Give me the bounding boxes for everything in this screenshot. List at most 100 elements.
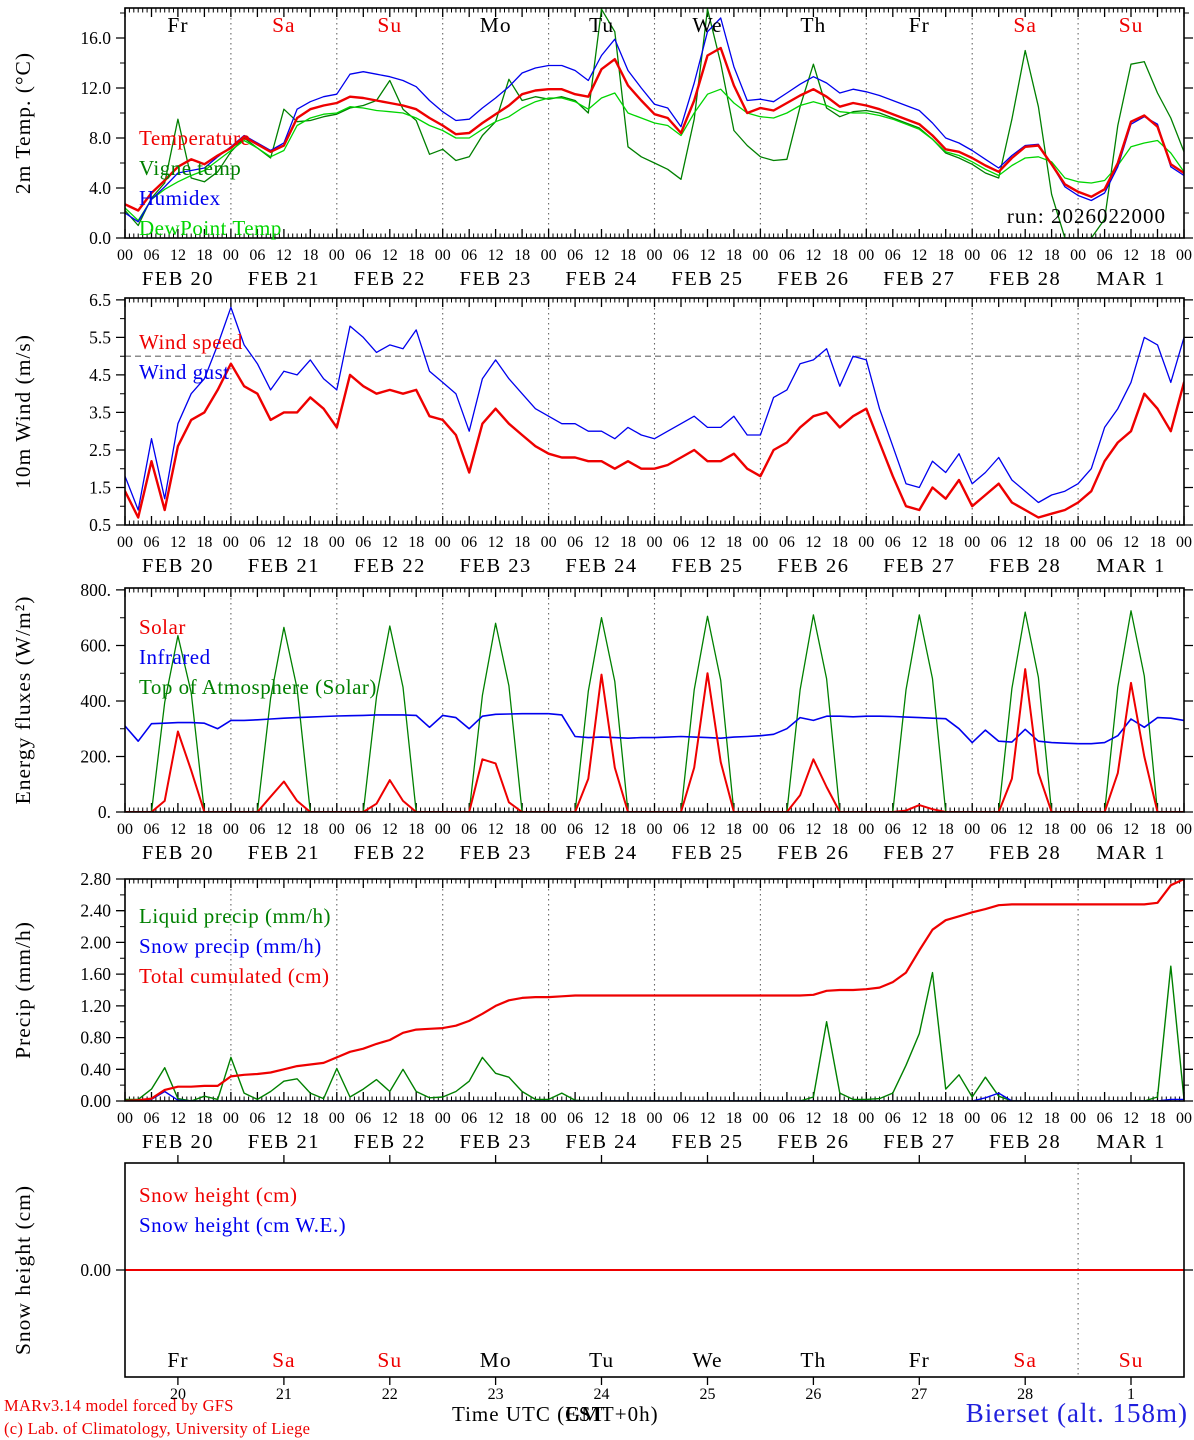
svg-text:12: 12	[805, 821, 821, 838]
svg-text:FEB 22: FEB 22	[354, 268, 426, 290]
svg-text:FEB 25: FEB 25	[671, 268, 743, 290]
svg-text:0.: 0.	[98, 802, 111, 822]
svg-text:Su: Su	[1119, 1348, 1144, 1372]
svg-text:06: 06	[779, 821, 795, 838]
svg-text:Su: Su	[377, 13, 402, 37]
svg-text:FEB 26: FEB 26	[777, 555, 849, 577]
legend-humidex: Humidex	[139, 186, 221, 210]
svg-text:Fr: Fr	[167, 13, 188, 37]
svg-text:0.0: 0.0	[89, 228, 111, 248]
svg-text:00: 00	[117, 247, 133, 264]
svg-text:06: 06	[567, 247, 583, 264]
svg-text:10m Wind (m/s): 10m Wind (m/s)	[11, 334, 35, 489]
svg-text:18: 18	[726, 247, 742, 264]
svg-text:12: 12	[1017, 821, 1033, 838]
svg-text:FEB 20: FEB 20	[142, 842, 214, 864]
legend-vigne-temp: Vigne temp	[139, 156, 242, 180]
svg-text:FEB 20: FEB 20	[142, 555, 214, 577]
svg-text:4.0: 4.0	[89, 178, 111, 198]
svg-text:FEB 27: FEB 27	[883, 1131, 955, 1153]
svg-text:12: 12	[911, 1110, 927, 1127]
svg-text:2.5: 2.5	[89, 440, 111, 460]
svg-text:FEB 25: FEB 25	[671, 842, 743, 864]
svg-text:12: 12	[594, 247, 610, 264]
svg-text:24: 24	[594, 1386, 610, 1403]
svg-text:1: 1	[1127, 1386, 1135, 1403]
svg-text:We: We	[692, 1348, 722, 1372]
svg-text:06: 06	[885, 247, 901, 264]
legend-solar: Solar	[139, 615, 186, 639]
model-credit: MARv3.14 model forced by GFS	[4, 1396, 234, 1415]
svg-text:00: 00	[1070, 821, 1086, 838]
svg-text:12: 12	[1017, 534, 1033, 551]
svg-text:18: 18	[620, 821, 636, 838]
svg-text:FEB 21: FEB 21	[248, 555, 320, 577]
svg-text:16.0: 16.0	[80, 28, 111, 48]
svg-text:06: 06	[355, 534, 371, 551]
svg-text:06: 06	[461, 534, 477, 551]
svg-text:12: 12	[699, 1110, 715, 1127]
svg-text:12: 12	[276, 534, 292, 551]
svg-text:2m Temp. (°C): 2m Temp. (°C)	[11, 52, 35, 194]
svg-text:FEB 23: FEB 23	[460, 1131, 532, 1153]
svg-text:1.5: 1.5	[89, 478, 111, 498]
svg-text:18: 18	[196, 1110, 212, 1127]
svg-text:06: 06	[779, 1110, 795, 1127]
svg-text:FEB 21: FEB 21	[248, 842, 320, 864]
svg-text:0.00: 0.00	[80, 1091, 111, 1111]
svg-text:8.0: 8.0	[89, 128, 111, 148]
legend-snow-height: Snow height (cm)	[139, 1183, 298, 1207]
svg-text:12: 12	[699, 534, 715, 551]
svg-text:0.5: 0.5	[89, 515, 111, 535]
svg-text:00: 00	[964, 534, 980, 551]
svg-text:2.00: 2.00	[80, 932, 111, 952]
svg-text:00: 00	[435, 534, 451, 551]
legend-total-cumulated: Total cumulated (cm)	[139, 964, 330, 988]
svg-text:18: 18	[408, 534, 424, 551]
svg-text:12: 12	[1123, 1110, 1139, 1127]
svg-text:06: 06	[673, 821, 689, 838]
svg-text:00: 00	[858, 247, 874, 264]
svg-text:FEB 21: FEB 21	[248, 1131, 320, 1153]
svg-text:06: 06	[991, 247, 1007, 264]
svg-text:00: 00	[964, 1110, 980, 1127]
svg-text:06: 06	[673, 1110, 689, 1127]
svg-text:3.5: 3.5	[89, 402, 111, 422]
svg-text:06: 06	[249, 534, 265, 551]
svg-text:2.40: 2.40	[80, 901, 111, 921]
svg-text:23: 23	[488, 1386, 504, 1403]
svg-text:00: 00	[329, 1110, 345, 1127]
svg-text:12: 12	[382, 534, 398, 551]
svg-text:28: 28	[1017, 1386, 1033, 1403]
svg-text:00: 00	[541, 1110, 557, 1127]
svg-text:06: 06	[991, 534, 1007, 551]
svg-text:FEB 23: FEB 23	[460, 268, 532, 290]
svg-text:Su: Su	[377, 1348, 402, 1372]
svg-text:18: 18	[302, 247, 318, 264]
svg-text:06: 06	[885, 1110, 901, 1127]
svg-text:FEB 24: FEB 24	[565, 268, 637, 290]
svg-text:1.60: 1.60	[80, 964, 111, 984]
svg-text:FEB 22: FEB 22	[354, 842, 426, 864]
svg-text:06: 06	[567, 1110, 583, 1127]
svg-text:12: 12	[1123, 821, 1139, 838]
svg-text:FEB 28: FEB 28	[989, 1131, 1061, 1153]
panel-precip: 0.00 0.40 0.80 1.20 1.60 2.00 2.40 2.80 00 06 12 18…	[11, 869, 1193, 1153]
svg-text:FEB 26: FEB 26	[777, 842, 849, 864]
svg-text:18: 18	[1150, 534, 1166, 551]
legend-snow-precip: Snow precip (mm/h)	[139, 934, 322, 958]
svg-text:12: 12	[805, 247, 821, 264]
svg-text:Mo: Mo	[480, 1348, 512, 1372]
svg-text:200.: 200.	[80, 747, 111, 767]
svg-text:21: 21	[276, 1386, 292, 1403]
svg-text:18: 18	[726, 534, 742, 551]
svg-text:00: 00	[964, 821, 980, 838]
svg-text:06: 06	[249, 1110, 265, 1127]
svg-text:06: 06	[249, 821, 265, 838]
svg-text:12: 12	[1123, 534, 1139, 551]
temp-legend: Temperature Vigne temp Humidex DewPoint …	[139, 123, 282, 243]
svg-text:06: 06	[461, 1110, 477, 1127]
precip-legend: Liquid precip (mm/h) Snow precip (mm/h) …	[139, 901, 331, 991]
svg-text:06: 06	[991, 1110, 1007, 1127]
